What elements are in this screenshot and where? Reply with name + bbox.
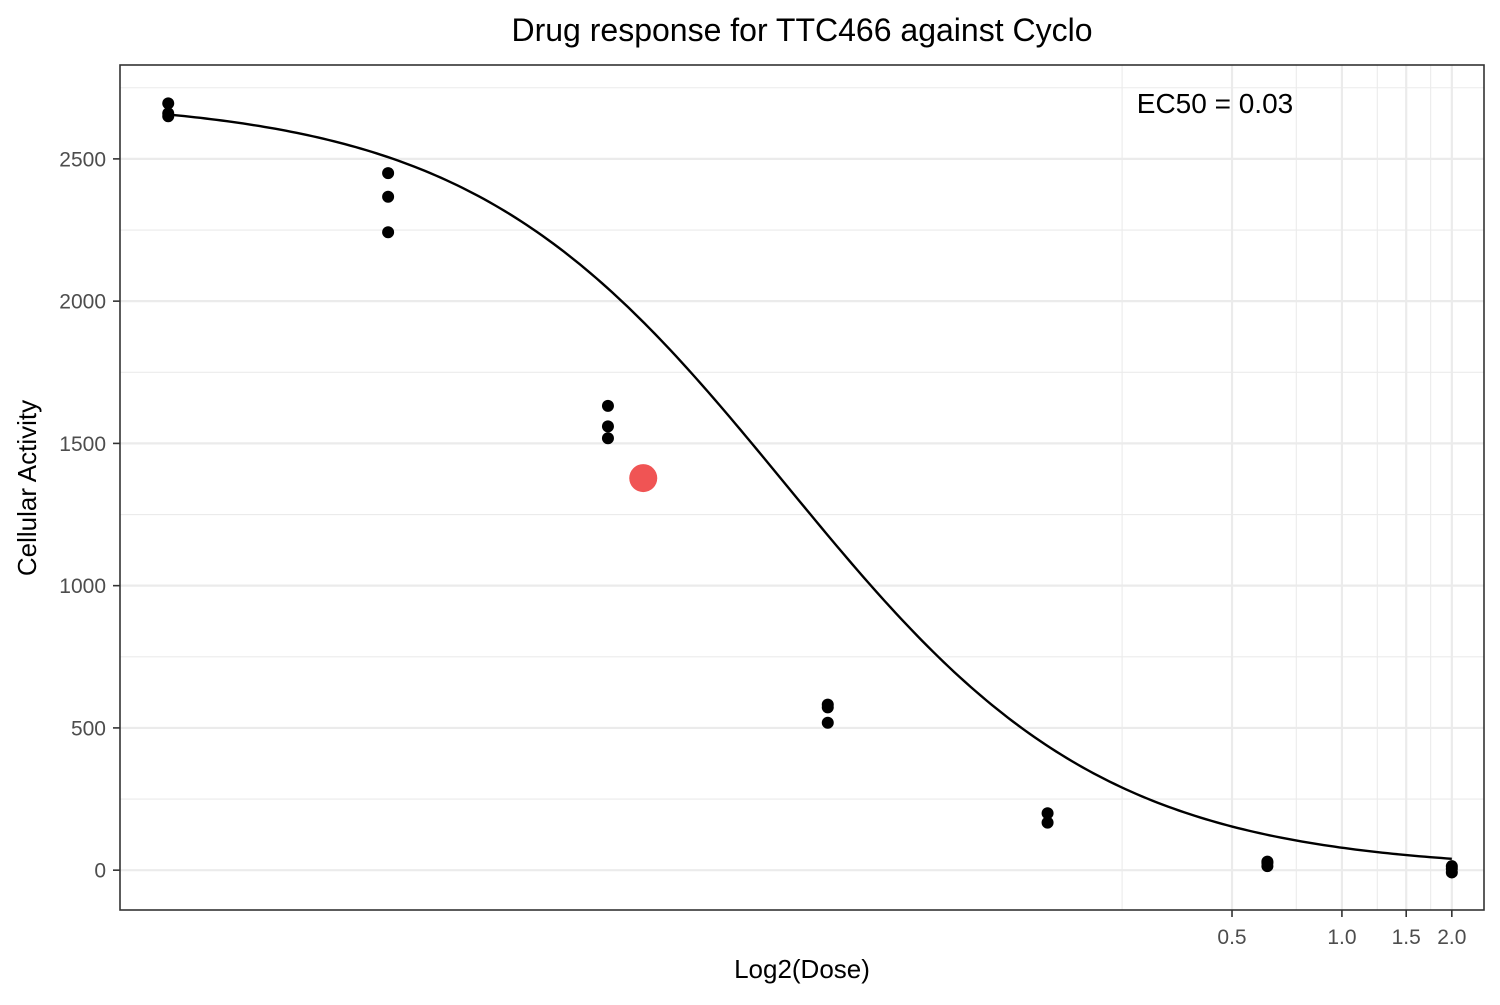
y-tick-label: 2500 (59, 148, 106, 171)
y-axis-title: Cellular Activity (12, 400, 42, 576)
y-tick-label: 500 (71, 717, 106, 740)
chart-title: Drug response for TTC466 against Cyclo (511, 12, 1092, 48)
ec50-marker (629, 464, 658, 493)
grid-lines (120, 65, 1484, 910)
data-point (382, 226, 395, 239)
panel-border (119, 64, 1485, 911)
ec50-annotation: EC50 = 0.03 (1137, 88, 1293, 119)
data-point (1445, 866, 1458, 879)
fit-curve-layer (168, 113, 1452, 860)
x-axis-title: Log2(Dose) (734, 954, 870, 984)
axis-ticks: 0 500 1000 1500 2000 2500 0.5 1.0 1.5 2.0 (59, 148, 1466, 949)
y-tick-label: 1500 (59, 433, 106, 456)
data-point (601, 420, 614, 433)
data-point (821, 701, 834, 714)
data-point (1261, 860, 1274, 873)
data-point (162, 110, 175, 123)
y-tick-label: 0 (94, 860, 106, 883)
data-points-layer (162, 97, 1458, 879)
y-tick-label: 2000 (59, 291, 106, 314)
fitted-curve (168, 113, 1452, 860)
panel-background (120, 65, 1484, 910)
data-point (821, 716, 834, 729)
data-point (601, 399, 614, 412)
data-point (1041, 816, 1054, 829)
x-tick-label: 0.5 (1217, 926, 1246, 949)
data-point (601, 432, 614, 445)
x-tick-label: 1.0 (1327, 926, 1356, 949)
x-tick-label: 1.5 (1392, 926, 1421, 949)
data-point (162, 97, 175, 110)
y-tick-label: 1000 (59, 575, 106, 598)
data-point (1041, 807, 1054, 820)
x-tick-label: 2.0 (1437, 926, 1466, 949)
data-point (382, 190, 395, 203)
data-point (382, 167, 395, 180)
